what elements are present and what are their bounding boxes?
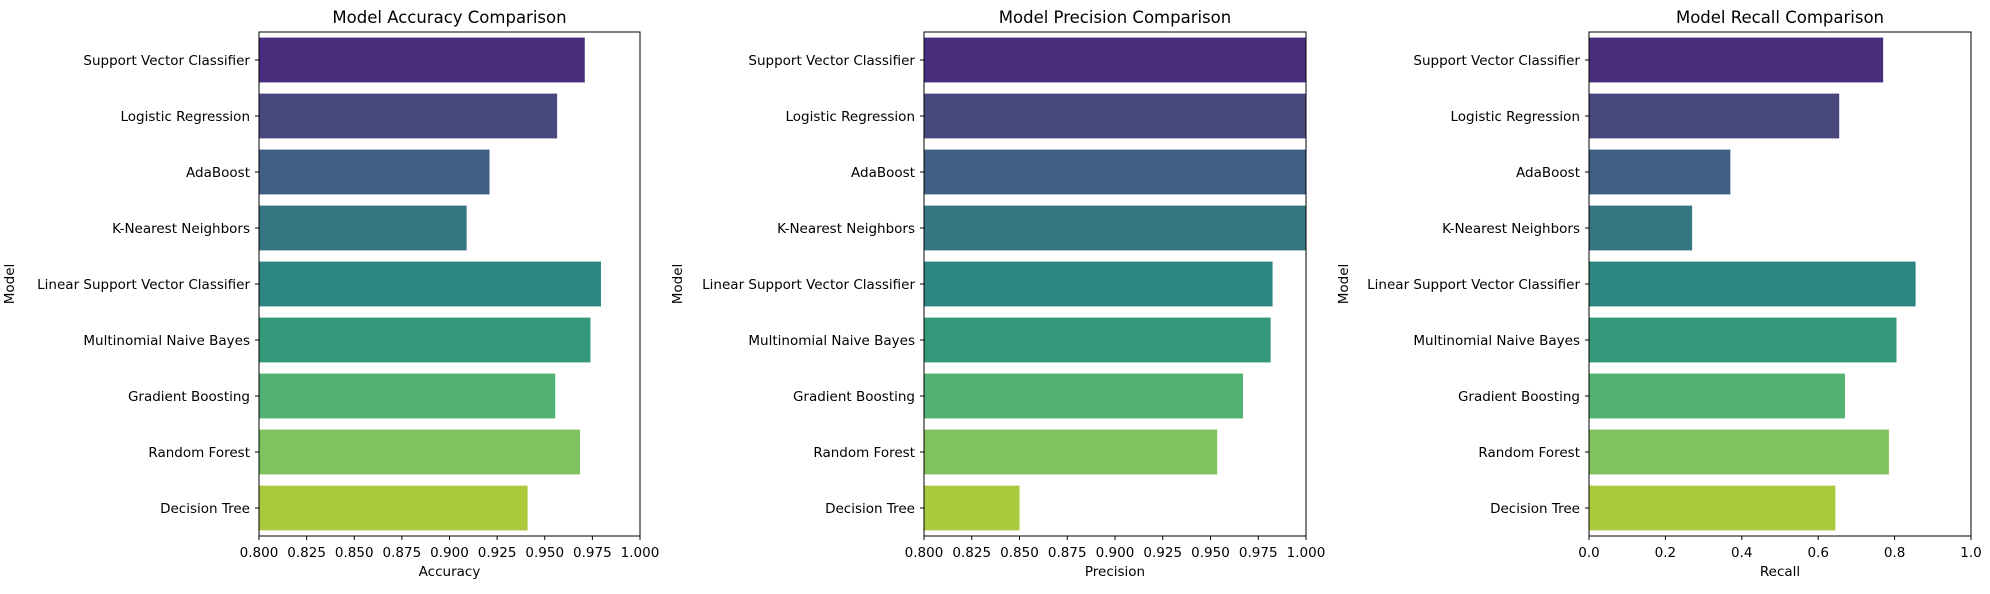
x-tick-label: 0.0 [1578,545,1599,561]
bar [924,429,1218,475]
bar [924,37,1306,83]
chart-panel-3: Support Vector Classifier Logistic Regres… [1336,8,1982,580]
x-tick-label: 0.825 [287,545,326,561]
chart-title: Model Precision Comparison [999,8,1231,27]
category-label: Random Forest [148,445,250,461]
category-label: Linear Support Vector Classifier [1367,277,1580,293]
x-tick-label: 0.850 [335,545,374,561]
bar [924,373,1243,419]
x-tick-label: 1.000 [1287,545,1326,561]
category-label: Logistic Regression [786,109,916,125]
category-label: Decision Tree [160,501,250,517]
bar [259,37,585,83]
x-tick-label: 0.975 [573,545,612,561]
bar [1589,149,1731,195]
category-label: AdaBoost [851,165,915,181]
bar [924,205,1306,251]
x-tick-label: 0.900 [1096,545,1135,561]
y-axis-label: Model [670,264,686,305]
chart-panel-1: Support Vector Classifier Logistic Regres… [2,8,659,580]
category-label: Linear Support Vector Classifier [37,277,250,293]
bar [924,485,1020,531]
x-tick-label: 0.875 [383,545,422,561]
chart-title: Model Recall Comparison [1676,8,1884,27]
x-tick-label: 0.900 [430,545,469,561]
x-tick-label: 0.925 [478,545,517,561]
category-label: Gradient Boosting [1458,389,1580,405]
category-label: AdaBoost [186,165,250,181]
bar [924,149,1306,195]
category-label: Decision Tree [1490,501,1580,517]
category-label: K-Nearest Neighbors [112,221,250,237]
bar [259,317,591,363]
x-tick-label: 0.800 [905,545,944,561]
x-tick-label: 0.950 [525,545,564,561]
x-tick-label: 0.875 [1048,545,1087,561]
bar [1589,373,1845,419]
bar [259,429,580,475]
x-tick-label: 0.975 [1239,545,1278,561]
category-label: K-Nearest Neighbors [777,221,915,237]
bar [1589,429,1889,475]
category-label: Random Forest [813,445,915,461]
bar [1589,93,1840,139]
bar [1589,261,1916,307]
bar [259,205,467,251]
x-axis-label: Recall [1760,564,1800,580]
x-tick-label: 0.825 [952,545,991,561]
category-label: Support Vector Classifier [748,53,915,69]
y-axis-label: Model [1336,264,1352,305]
bar [1589,37,1884,83]
category-label: Support Vector Classifier [83,53,250,69]
category-label: Logistic Regression [1451,109,1581,125]
x-axis-label: Precision [1085,564,1145,580]
category-label: Support Vector Classifier [1413,53,1580,69]
bar [1589,317,1897,363]
category-label: Gradient Boosting [128,389,250,405]
x-axis-label: Accuracy [419,564,481,580]
x-tick-label: 0.8 [1884,545,1905,561]
x-tick-label: 0.800 [240,545,279,561]
chart-title: Model Accuracy Comparison [332,8,566,27]
x-tick-label: 0.2 [1655,545,1676,561]
bar [1589,205,1693,251]
bar [924,93,1306,139]
x-tick-label: 1.0 [1960,545,1981,561]
x-tick-label: 0.6 [1807,545,1828,561]
chart-panel-2: Support Vector Classifier Logistic Regres… [670,8,1325,580]
category-label: Random Forest [1478,445,1580,461]
bar [924,317,1271,363]
category-label: Multinomial Naive Bayes [83,333,250,349]
category-label: Logistic Regression [121,109,251,125]
bar [259,149,490,195]
category-label: AdaBoost [1516,165,1580,181]
x-tick-label: 1.000 [621,545,660,561]
x-tick-label: 0.850 [1000,545,1039,561]
x-tick-label: 0.4 [1731,545,1752,561]
bar [259,261,601,307]
bar [259,485,528,531]
bar [259,373,556,419]
x-tick-label: 0.925 [1143,545,1182,561]
bar [924,261,1273,307]
category-label: Multinomial Naive Bayes [1413,333,1580,349]
x-tick-label: 0.950 [1191,545,1230,561]
bar [259,93,558,139]
y-axis-label: Model [2,264,18,305]
category-label: Gradient Boosting [793,389,915,405]
category-label: K-Nearest Neighbors [1442,221,1580,237]
category-label: Multinomial Naive Bayes [748,333,915,349]
bar [1589,485,1836,531]
category-label: Linear Support Vector Classifier [702,277,915,293]
category-label: Decision Tree [825,501,915,517]
